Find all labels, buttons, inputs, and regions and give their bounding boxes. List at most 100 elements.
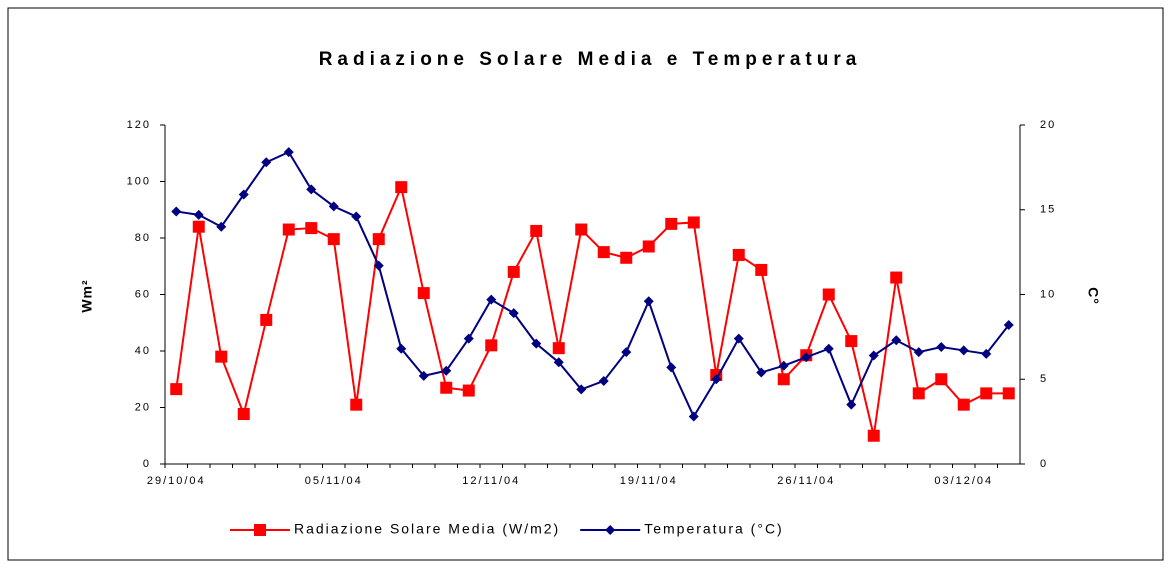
data-point [845,335,858,348]
data-point [553,357,564,368]
data-point [756,367,767,378]
x-tick-label: 29/10/04 [147,475,206,487]
data-point [170,383,183,396]
y2-tick-label: 15 [1040,204,1056,216]
data-point [305,222,318,235]
data-point [327,233,340,246]
data-point [733,333,744,344]
y-axis-title: Wm² [79,279,95,312]
x-tick-label: 05/11/04 [305,475,363,487]
data-point [867,429,880,442]
data-point [283,147,294,158]
data-point [575,223,588,236]
data-point [417,287,430,300]
data-point [711,374,722,385]
data-point [508,308,519,319]
data-point [440,381,453,394]
data-point [891,335,902,346]
x-tick-label: 26/11/04 [777,475,835,487]
data-point [755,263,768,276]
data-point [254,524,266,536]
legend-label: Temperatura (°C) [644,521,784,537]
data-point [778,360,789,371]
data-point [373,260,384,271]
data-point [597,246,610,259]
data-point [171,206,182,217]
data-point [238,189,249,200]
data-point [1003,320,1014,331]
data-point [215,350,228,363]
data-point [350,398,363,411]
y-tick-label: 40 [135,345,151,357]
data-point [507,265,520,278]
legend-label: Radiazione Solare Media (W/m2) [294,521,560,537]
data-point [193,209,204,220]
data-point [981,348,992,359]
y-tick-label: 80 [135,232,151,244]
data-point [237,407,250,420]
data-point [643,296,654,307]
y-tick-label: 20 [135,401,151,413]
data-point [605,525,616,535]
data-point [216,221,227,232]
y-tick-label: 100 [127,175,151,187]
data-point [351,211,362,222]
data-point [282,223,295,236]
data-point [531,338,542,349]
y2-tick-label: 10 [1040,288,1056,300]
data-point [530,224,543,237]
y-tick-label: 0 [143,458,151,470]
data-point [687,216,700,229]
data-point [801,352,812,363]
data-point [666,362,677,373]
data-point [328,201,339,212]
data-point [935,373,948,386]
data-point [620,251,633,264]
data-point [463,333,474,344]
data-point [418,370,429,381]
chart-title: Radiazione Solare Media e Temperatura [319,49,862,70]
data-point [372,233,385,246]
data-point [260,313,273,326]
data-point [261,157,272,168]
data-point [868,350,879,361]
data-point [441,365,452,376]
data-point [665,217,678,230]
data-point [822,288,835,301]
data-point [552,342,565,355]
data-point [688,411,699,422]
data-point [732,248,745,261]
y-tick-label: 120 [127,119,151,131]
data-point [576,384,587,395]
data-point [777,373,790,386]
data-point [913,347,924,358]
data-point [823,343,834,354]
data-point [958,345,969,356]
data-point [621,347,632,358]
data-point [486,294,497,305]
data-point [485,339,498,352]
y-tick-label: 60 [135,288,151,300]
data-point [462,384,475,397]
data-point [936,342,947,353]
x-tick-label: 12/11/04 [462,475,520,487]
data-point [957,398,970,411]
data-point [598,375,609,386]
y2-tick-label: 5 [1040,373,1048,385]
y2-axis-title: C° [1085,287,1101,305]
data-point [396,343,407,354]
data-point [890,271,903,284]
data-point [306,184,317,195]
data-point [980,387,993,400]
series-line [176,150,1010,419]
data-point [1002,387,1015,400]
chart-frame [7,7,1164,561]
data-point [192,220,205,233]
data-point [846,399,857,410]
y2-tick-label: 0 [1040,458,1048,470]
x-tick-label: 03/12/04 [934,475,993,487]
data-point [642,240,655,253]
y2-tick-label: 20 [1040,119,1056,131]
data-point [912,387,925,400]
